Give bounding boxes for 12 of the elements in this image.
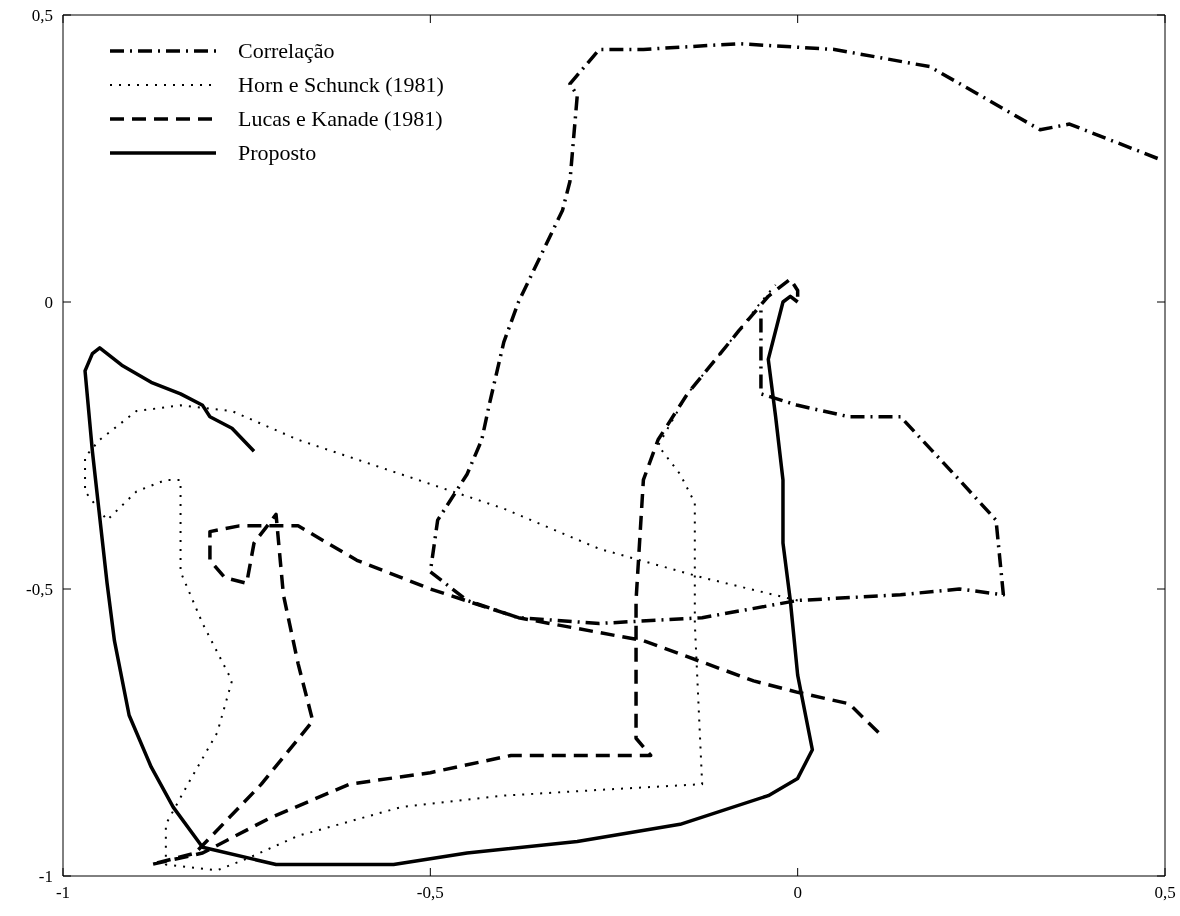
legend-label: Proposto <box>238 140 317 166</box>
x-tick-label: -0,5 <box>416 883 444 903</box>
y-tick-label: 0,5 <box>31 6 53 26</box>
y-tick-label: -1 <box>38 867 53 887</box>
x-tick-label: 0,5 <box>1154 883 1176 903</box>
legend-label: Correlação <box>238 38 335 64</box>
y-tick-label: -0,5 <box>26 580 53 600</box>
legend-label: Lucas e Kanade (1981) <box>238 106 443 132</box>
y-tick-label: 0 <box>44 293 53 313</box>
x-tick-label: -1 <box>55 883 71 903</box>
x-tick-label: 0 <box>793 883 802 903</box>
legend-label: Horn e Schunck (1981) <box>238 72 444 98</box>
